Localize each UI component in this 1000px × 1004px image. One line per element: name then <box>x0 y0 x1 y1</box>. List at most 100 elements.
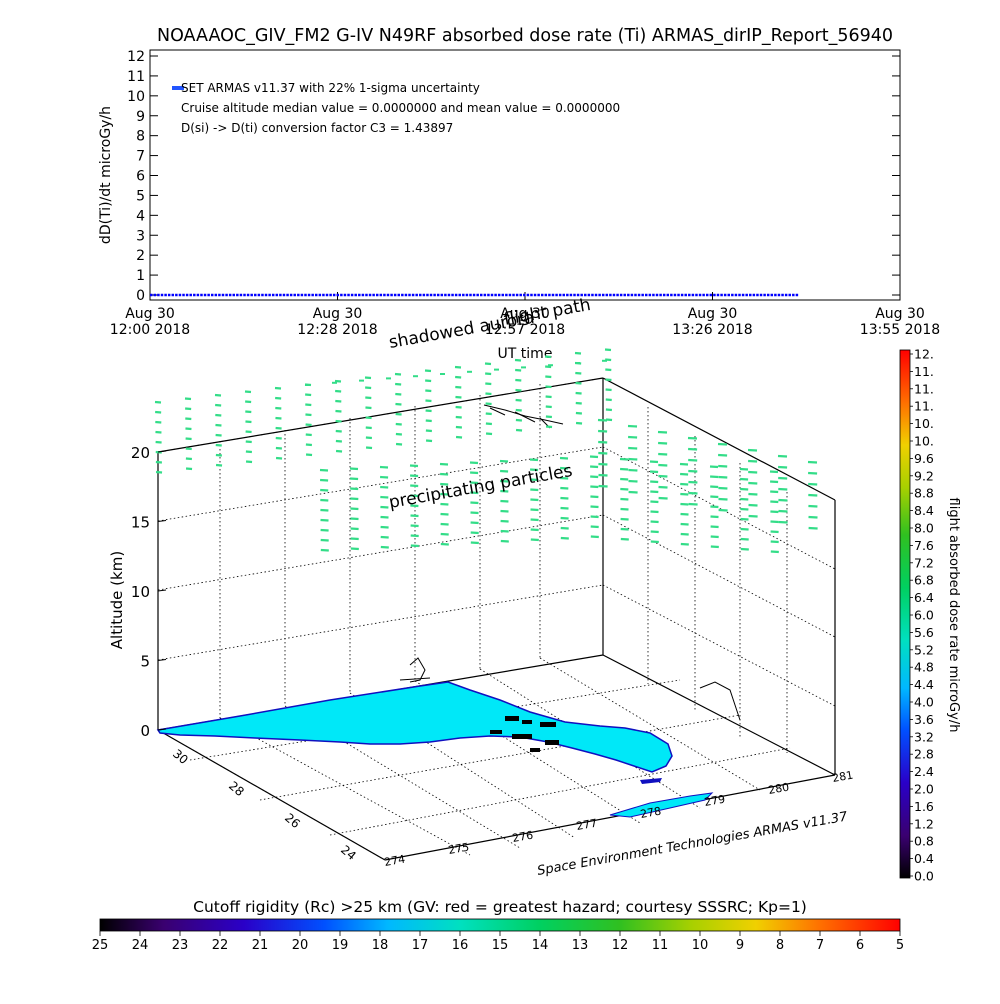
bottom-colorbar-tick-label: 19 <box>332 938 349 953</box>
particle-mark <box>484 362 492 366</box>
colorbar-gradient <box>899 349 911 879</box>
particle-mark <box>275 396 282 400</box>
particle-mark <box>710 485 719 489</box>
particle-mark <box>620 477 629 481</box>
particle-mark <box>350 487 359 491</box>
colorbar-tick-label: 0.4 <box>914 851 934 866</box>
particle-mark <box>214 393 222 397</box>
particle-mark <box>688 491 698 495</box>
particle-mark <box>560 516 569 520</box>
latitude-axis-ticks: 30 28 26 24 <box>170 747 359 864</box>
longitude-tick-label: 279 <box>703 793 726 809</box>
particle-mark <box>365 386 372 390</box>
particle-mark <box>335 439 342 443</box>
particle-mark <box>778 498 788 502</box>
particle-mark <box>155 420 162 424</box>
particle-mark <box>379 465 389 469</box>
particle-mark <box>305 403 312 407</box>
particle-mark <box>335 419 342 423</box>
particle-mark <box>778 487 788 491</box>
colorbar-label: flight absorbed dose rate microGy/h <box>946 498 961 733</box>
colorbar-tick-label: 2.0 <box>914 782 934 797</box>
x-tick-label-date: Aug 30 <box>500 306 550 322</box>
particle-mark <box>410 534 419 538</box>
particle-mark <box>680 532 689 536</box>
particle-mark <box>455 395 462 399</box>
altitude-axis-label: Altitude (km) <box>108 551 126 649</box>
particle-mark <box>808 493 818 497</box>
colorbar-tick-label: 11. <box>914 399 934 414</box>
particle-mark <box>658 452 668 456</box>
particle-mark <box>605 408 612 412</box>
particle-mark <box>500 509 509 513</box>
particle-mark <box>470 471 479 475</box>
longitude-tick-label: 276 <box>511 829 534 845</box>
particle-mark <box>560 466 569 470</box>
y-tick-label: 5 <box>136 188 145 204</box>
particle-mark <box>410 474 419 478</box>
colorbar-tick-label: 7.2 <box>914 555 934 570</box>
longitude-tick-label: 275 <box>447 841 470 857</box>
particle-mark <box>628 468 638 472</box>
particle-mark <box>349 467 359 471</box>
particle-mark <box>155 430 162 434</box>
particle-mark <box>185 467 193 471</box>
particle-mark <box>560 496 569 500</box>
particle-mark <box>530 508 539 512</box>
particle-mark <box>605 388 612 392</box>
altitude-tick-label: 0 <box>140 722 150 740</box>
particle-mark <box>155 460 162 464</box>
particle-mark <box>604 348 612 352</box>
particle-mark <box>275 436 282 440</box>
longitude-tick-label: 277 <box>575 817 598 833</box>
y-tick-label: 6 <box>136 169 145 185</box>
bottom-colorbar-label: Cutoff rigidity (Rc) >25 km (GV: red = g… <box>193 898 807 916</box>
bottom-colorbar-tick-label: 25 <box>92 938 109 953</box>
particle-mark <box>380 525 389 529</box>
particle-mark <box>440 492 449 496</box>
particle-mark <box>545 405 552 409</box>
particle-mark <box>305 423 312 427</box>
particle-mark <box>650 530 659 534</box>
particle-mark <box>650 520 659 524</box>
particle-mark <box>575 391 582 395</box>
particle-mark <box>680 502 689 506</box>
colorbar-tick-label: 12. <box>914 347 934 362</box>
figure-title: NOAAAOC_GIV_FM2 G-IV N49RF absorbed dose… <box>157 26 893 46</box>
particle-mark <box>500 519 509 523</box>
box-frame <box>157 377 836 861</box>
particle-mark <box>770 510 779 514</box>
particle-mark <box>455 435 463 439</box>
longitude-tick-label: 280 <box>767 781 790 797</box>
colorbar-tick-label: 8.4 <box>914 503 934 518</box>
particle-mark <box>680 522 689 526</box>
particle-mark <box>770 530 779 534</box>
particle-mark <box>470 531 479 535</box>
bottom-colorbar-tick-label: 15 <box>492 938 509 953</box>
bottom-colorbar-tick-label: 11 <box>652 938 669 953</box>
particle-mark <box>560 476 569 480</box>
y-tick-label: 7 <box>136 149 145 165</box>
particle-mark <box>245 420 252 424</box>
colorbar-tick-label: 4.0 <box>914 695 934 710</box>
particle-mark <box>575 421 583 425</box>
x-tick-label-time: 12:28 2018 <box>297 322 377 338</box>
colorbar-tick-label: 2.4 <box>914 764 934 779</box>
colorbar-tick-label: 9.6 <box>914 451 934 466</box>
particle-mark <box>680 492 689 496</box>
particle-mark <box>380 515 389 519</box>
particle-mark <box>650 500 659 504</box>
particle-mark <box>679 462 689 466</box>
particle-mark <box>650 470 659 474</box>
particle-mark <box>544 355 552 359</box>
legend-line-3: D(si) -> D(ti) conversion factor C3 = 1.… <box>181 121 453 135</box>
y-tick-label: 0 <box>136 288 145 304</box>
particle-mark <box>439 462 449 466</box>
particle-mark <box>320 548 329 552</box>
particle-mark <box>650 490 659 494</box>
colorbar-tick-label: 6.8 <box>914 573 934 588</box>
bottom-colorbar-tick-label: 5 <box>896 938 904 953</box>
particle-mark <box>184 397 192 401</box>
particle-mark <box>350 477 359 481</box>
